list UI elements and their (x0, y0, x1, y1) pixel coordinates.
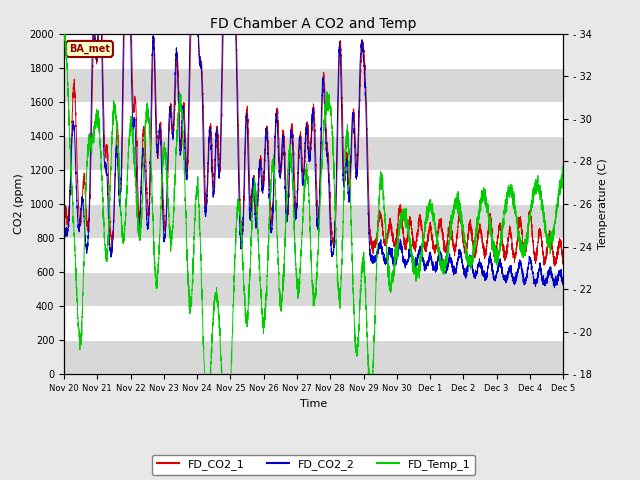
Y-axis label: CO2 (ppm): CO2 (ppm) (14, 174, 24, 234)
Bar (64, 68, 563, 102)
Bar (64, 272, 563, 306)
Bar (64, 340, 563, 374)
X-axis label: Time: Time (300, 399, 327, 408)
Bar (64, 136, 563, 170)
Bar (64, 204, 563, 238)
Y-axis label: Temperature (C): Temperature (C) (598, 158, 607, 250)
Title: FD Chamber A CO2 and Temp: FD Chamber A CO2 and Temp (211, 17, 417, 31)
Text: BA_met: BA_met (69, 44, 110, 54)
Legend: FD_CO2_1, FD_CO2_2, FD_Temp_1: FD_CO2_1, FD_CO2_2, FD_Temp_1 (152, 455, 475, 475)
